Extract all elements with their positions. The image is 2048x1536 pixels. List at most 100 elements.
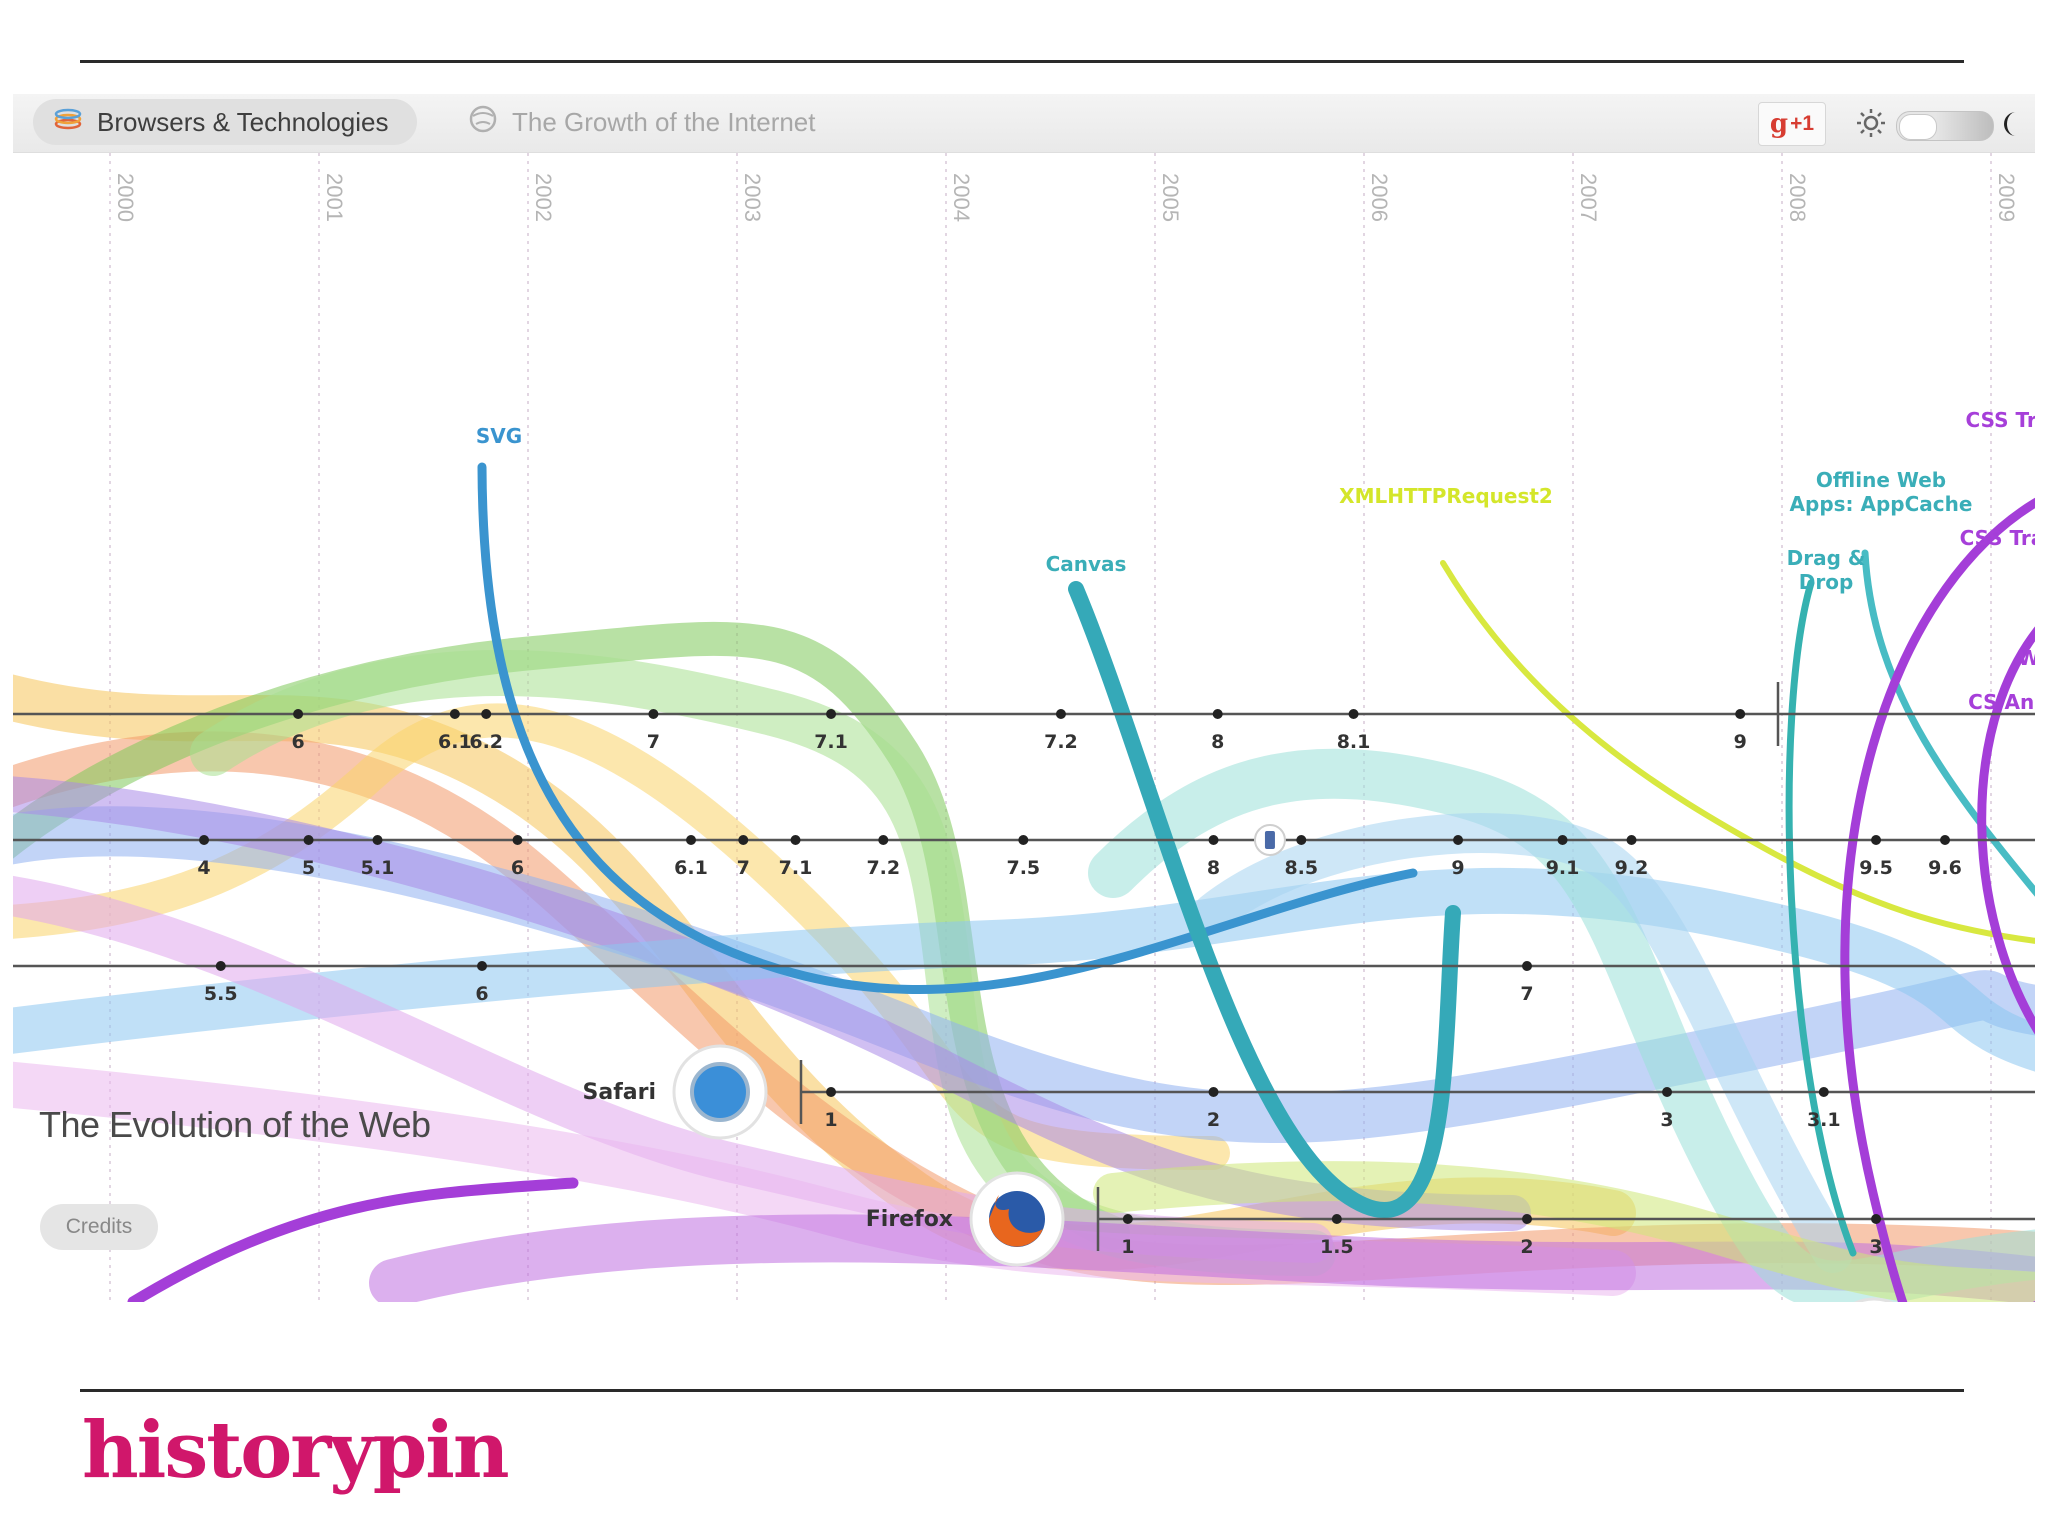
globe-icon [468, 104, 498, 141]
technology-label: W [2018, 646, 2035, 670]
version-dot [1871, 835, 1882, 845]
plus-one-label: +1 [1790, 112, 1815, 135]
sun-icon [1856, 108, 1886, 142]
technology-label: Canvas [1046, 552, 1127, 576]
technology-curve [1840, 497, 2035, 1302]
browser-name: Safari [583, 1080, 657, 1105]
year-label: 2006 [1367, 173, 1392, 222]
version-dot [1331, 1214, 1342, 1224]
version-dot [738, 835, 749, 845]
version-label: 2 [1520, 1236, 1533, 1258]
version-dot [1208, 1087, 1219, 1097]
version-dot [1522, 961, 1533, 971]
historypin-logo: historypin [82, 1405, 510, 1496]
version-dot [449, 709, 460, 719]
version-dot [1626, 835, 1637, 845]
version-label: 9.2 [1615, 857, 1649, 879]
version-dot [686, 835, 697, 845]
version-label: 9.5 [1859, 857, 1893, 879]
version-label: 3 [1869, 1236, 1882, 1258]
top-bar: Browsers & Technologies The Growth of th… [13, 94, 2035, 153]
moon-icon [2001, 109, 2023, 143]
google-plus-icon: g [1769, 109, 1789, 139]
version-dot [303, 835, 314, 845]
technology-label: XMLHTTPRequest2 [1339, 484, 1553, 508]
version-label: 7 [1520, 983, 1533, 1005]
version-label: 4 [197, 857, 210, 879]
year-label: 2004 [949, 173, 974, 222]
year-label: 2003 [740, 173, 765, 222]
version-label: 5.1 [361, 857, 395, 879]
version-label: 2 [1207, 1109, 1220, 1131]
toggle-knob[interactable] [1899, 114, 1937, 140]
year-label: 2009 [1994, 173, 2019, 222]
version-dot [1122, 1214, 1133, 1224]
version-dot [1453, 835, 1464, 845]
version-label: 9.6 [1928, 857, 1962, 879]
credits-button[interactable]: Credits [40, 1204, 158, 1250]
google-plus-one-button[interactable]: g +1 [1758, 102, 1826, 146]
version-dot [1055, 709, 1066, 719]
technology-label: Drag & Drop [1787, 546, 1866, 594]
mobile-phone-icon [1264, 831, 1275, 849]
version-dot [1662, 1087, 1673, 1097]
safari-icon [690, 1062, 750, 1122]
version-dot [790, 835, 801, 845]
version-label: 8.1 [1337, 731, 1371, 753]
version-label: 3.1 [1807, 1109, 1841, 1131]
technology-label: CS Anim [1968, 690, 2035, 714]
theme-toggle[interactable] [1896, 111, 1994, 141]
version-label: 6 [511, 857, 524, 879]
version-dot [878, 835, 889, 845]
browsers-stack-icon [53, 107, 83, 138]
tab-browsers-technologies[interactable]: Browsers & Technologies [33, 99, 417, 145]
tab-label: Browsers & Technologies [97, 106, 389, 137]
year-label: 2008 [1785, 173, 1810, 222]
version-label: 5.5 [204, 983, 238, 1005]
technology-label: CSS Trans [1960, 526, 2035, 550]
technology-ribbon [1193, 813, 1853, 1273]
version-dot [648, 709, 659, 719]
technology-curve [1977, 626, 2035, 1035]
version-dot [1735, 709, 1746, 719]
version-label: 7.1 [779, 857, 813, 879]
version-label: 7.1 [814, 731, 848, 753]
tab-growth-of-internet[interactable]: The Growth of the Internet [468, 99, 816, 145]
version-dot [826, 1087, 837, 1097]
version-dot [1557, 835, 1568, 845]
version-dot [293, 709, 304, 719]
technology-label: SVG [476, 424, 522, 448]
version-label: 8 [1211, 731, 1224, 753]
technology-curve [1785, 579, 1857, 1257]
version-label: 6.1 [674, 857, 708, 879]
year-label: 2007 [1576, 173, 1601, 222]
version-label: 6.1 [438, 731, 472, 753]
version-dot [1296, 835, 1307, 845]
year-label: 2002 [531, 173, 556, 222]
version-dot [477, 961, 488, 971]
top-rule [80, 60, 1964, 63]
version-label: 9.1 [1546, 857, 1580, 879]
version-label: 7 [737, 857, 750, 879]
version-dot [1522, 1214, 1533, 1224]
version-label: 7.2 [866, 857, 900, 879]
version-dot [1940, 835, 1951, 845]
version-dot [1212, 709, 1223, 719]
browser-name: Firefox [866, 1207, 953, 1232]
year-label: 2005 [1158, 173, 1183, 222]
version-label: 7.2 [1044, 731, 1078, 753]
version-label: 7 [647, 731, 660, 753]
version-dot [199, 835, 210, 845]
version-dot [1818, 1087, 1829, 1097]
version-label: 6 [475, 983, 488, 1005]
version-label: 1.5 [1320, 1236, 1354, 1258]
version-label: 9 [1451, 857, 1464, 879]
year-label: 2001 [322, 173, 347, 222]
version-dot [1018, 835, 1029, 845]
version-label: 6.2 [469, 731, 503, 753]
version-label: 5 [302, 857, 315, 879]
year-label: 2000 [113, 173, 138, 222]
version-dot [512, 835, 523, 845]
version-label: 8.5 [1284, 857, 1318, 879]
version-label: 3 [1660, 1109, 1673, 1131]
